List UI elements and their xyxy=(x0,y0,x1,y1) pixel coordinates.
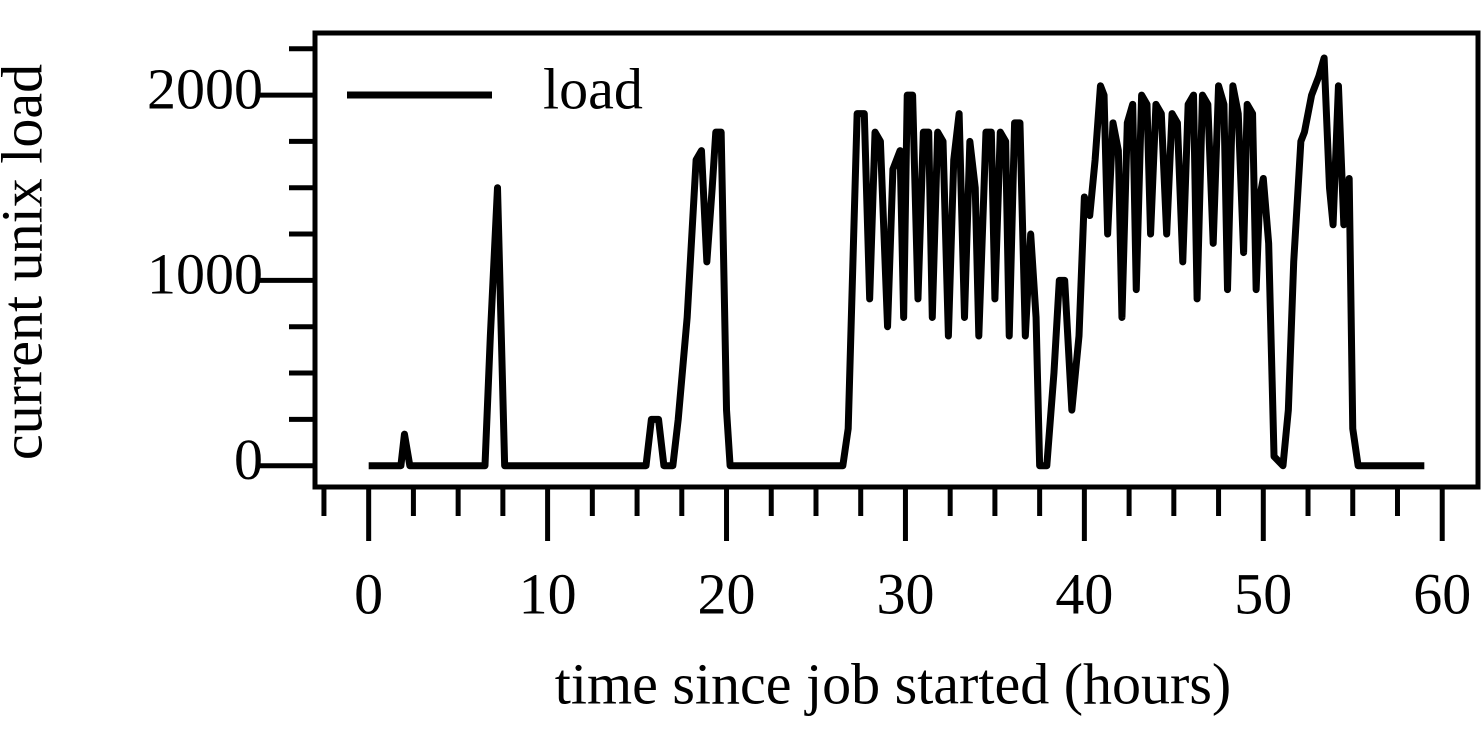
x-tick-label: 0 xyxy=(354,561,383,626)
y-tick-label: 1000 xyxy=(147,242,263,307)
x-tick-label: 60 xyxy=(1413,561,1471,626)
load-line xyxy=(368,54,1425,470)
x-tick-label: 10 xyxy=(519,561,577,626)
x-tick-label: 20 xyxy=(698,561,756,626)
x-tick-label: 50 xyxy=(1234,561,1292,626)
x-axis-label: time since job started (hours) xyxy=(555,651,1232,716)
x-tick-label: 40 xyxy=(1055,561,1113,626)
y-axis-label: current unix load xyxy=(0,64,54,460)
plot-frame xyxy=(312,30,1481,490)
y-tick-label: 0 xyxy=(234,427,263,492)
x-tick-label: 30 xyxy=(876,561,934,626)
legend-label: load xyxy=(543,56,643,121)
y-tick-label: 2000 xyxy=(147,56,263,121)
